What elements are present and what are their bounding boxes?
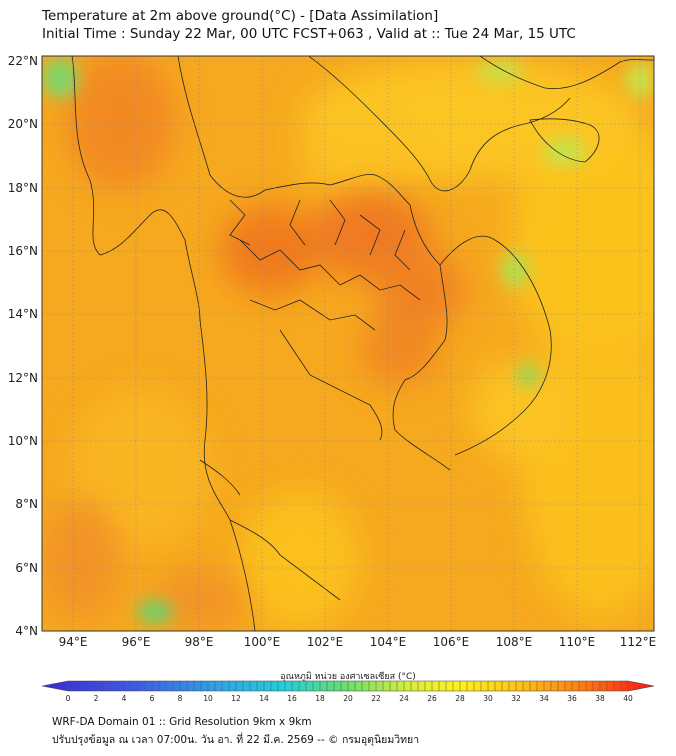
lat-tick-label: 18°N [8,181,38,195]
lat-tick-label: 12°N [8,371,38,385]
lon-tick-label: 96°E [122,635,151,649]
lon-tick-label: 112°E [620,635,657,649]
colorbar-tick-label: 4 [122,694,127,703]
colorbar-tick-label: 40 [623,694,633,703]
colorbar-tick-marks [67,681,629,691]
footer-resolution: WRF-DA Domain 01 :: Grid Resolution 9km … [52,716,312,728]
lat-tick-label: 10°N [8,434,38,448]
colorbar-tick-label: 18 [315,694,325,703]
lon-tick-label: 100°E [244,635,281,649]
colorbar-tick-label: 34 [539,694,549,703]
lon-tick-label: 102°E [307,635,344,649]
colorbar-tick-label: 26 [427,694,437,703]
lon-tick-label: 106°E [433,635,470,649]
colorbar-title: อุณหภูมิ หน่วย องศาเซลเซียส (°C) [280,671,416,682]
country-borders [71,56,654,631]
colorbar-tick-label: 24 [399,694,409,703]
colorbar-tick-label: 14 [259,694,269,703]
lon-tick-label: 110°E [559,635,596,649]
colorbar-tick-label: 16 [287,694,297,703]
map-title: Temperature at 2m above ground(°C) - [Da… [42,8,439,24]
colorbar-tick-label: 10 [203,694,213,703]
lat-tick-label: 8°N [15,497,38,511]
lat-tick-label: 4°N [15,624,38,638]
colorbar-tick-label: 30 [483,694,493,703]
colorbar-tick-label: 0 [66,694,71,703]
lat-tick-label: 22°N [8,54,38,68]
colorbar-tick-label: 28 [455,694,465,703]
map-subtitle: Initial Time : Sunday 22 Mar, 00 UTC FCS… [42,26,576,42]
lat-tick-label: 16°N [8,244,38,258]
longitude-axis: 94°E 96°E 98°E 100°E 102°E 104°E 106°E 1… [59,635,657,649]
colorbar-tick-label: 36 [567,694,577,703]
colorbar-tick-label: 20 [343,694,353,703]
lon-tick-label: 108°E [496,635,533,649]
colorbar-tick-label: 32 [511,694,521,703]
lat-tick-label: 20°N [8,117,38,131]
latitude-axis: 22°N 20°N 18°N 16°N 14°N 12°N 10°N 8°N 6… [8,54,38,638]
footer-update-time: ปรับปรุงข้อมูล ณ เวลา 07:00น. วัน อา. ที… [52,734,420,746]
colorbar-tick-label: 22 [371,694,381,703]
colorbar-tick-label: 12 [231,694,241,703]
lat-tick-label: 6°N [15,561,38,575]
lat-tick-label: 14°N [8,307,38,321]
colorbar-tick-label: 38 [595,694,605,703]
colorbar-labels: 0 2 4 6 8 10 12 14 16 18 20 22 24 26 28 30 32 34 36 38 40 [66,694,633,703]
lon-tick-label: 98°E [185,635,214,649]
lon-tick-label: 94°E [59,635,88,649]
colorbar-tick-label: 8 [178,694,183,703]
temperature-field [42,56,654,631]
colorbar-tick-label: 6 [150,694,155,703]
plot-frame [41,55,655,632]
colorbar-tick-label: 2 [94,694,99,703]
lon-tick-label: 104°E [370,635,407,649]
